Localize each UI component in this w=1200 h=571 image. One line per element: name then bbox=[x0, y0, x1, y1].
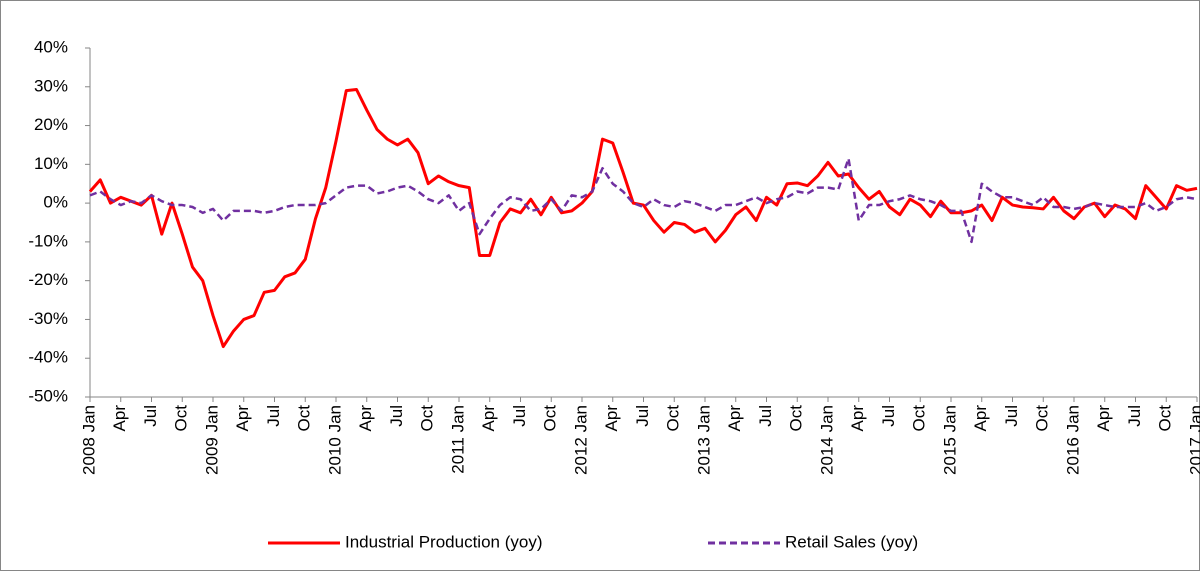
x-tick-label: Jul bbox=[141, 405, 160, 427]
x-tick-label: Apr bbox=[356, 405, 375, 432]
x-tick-label: Apr bbox=[233, 405, 252, 432]
x-tick-label: 2015 Jan bbox=[940, 405, 959, 475]
y-tick-label: 0% bbox=[43, 193, 68, 212]
x-tick-label: Jul bbox=[510, 405, 529, 427]
x-tick-label: Apr bbox=[602, 405, 621, 432]
x-tick-label: Apr bbox=[971, 405, 990, 432]
x-tick-label: 2011 Jan bbox=[448, 405, 467, 474]
x-tick-label: Oct bbox=[787, 405, 806, 432]
x-tick-label: Apr bbox=[1094, 405, 1113, 432]
x-tick-label: 2010 Jan bbox=[325, 405, 344, 475]
y-tick-label: -40% bbox=[28, 348, 68, 367]
y-tick-label: -50% bbox=[28, 386, 68, 405]
x-tick-label: Jul bbox=[387, 405, 406, 427]
x-tick-label: Jul bbox=[879, 405, 898, 427]
x-tick-label: Apr bbox=[725, 405, 744, 432]
x-tick-label: Oct bbox=[1156, 405, 1175, 432]
x-tick-label: 2014 Jan bbox=[817, 405, 836, 475]
y-tick-label: 40% bbox=[34, 37, 68, 56]
x-tick-label: Oct bbox=[418, 405, 437, 432]
legend-label: Industrial Production (yoy) bbox=[345, 532, 542, 551]
x-tick-label: Apr bbox=[110, 405, 129, 432]
x-tick-label: Jul bbox=[756, 405, 775, 427]
x-tick-label: Oct bbox=[541, 405, 560, 432]
x-tick-label: Jul bbox=[264, 405, 283, 427]
y-tick-label: 10% bbox=[34, 154, 68, 173]
x-tick-label: 2012 Jan bbox=[571, 405, 590, 475]
y-tick-label: 20% bbox=[34, 115, 68, 134]
series-line bbox=[88, 87, 1198, 349]
x-tick-label: Jul bbox=[633, 405, 652, 427]
x-tick-label: Oct bbox=[1033, 405, 1052, 432]
x-tick-label: Oct bbox=[664, 405, 683, 432]
legend-label: Retail Sales (yoy) bbox=[785, 532, 918, 551]
x-tick-label: 2016 Jan bbox=[1063, 405, 1082, 475]
x-tick-label: Oct bbox=[910, 405, 929, 432]
x-tick-label: 2009 Jan bbox=[202, 405, 221, 475]
y-tick-label: 30% bbox=[34, 76, 68, 95]
x-tick-label: Oct bbox=[172, 405, 191, 432]
x-tick-label: Jul bbox=[1125, 405, 1144, 427]
x-tick-label: Jul bbox=[1002, 405, 1021, 427]
y-tick-label: -30% bbox=[28, 309, 68, 328]
y-tick-label: -10% bbox=[28, 231, 68, 250]
x-tick-label: Apr bbox=[848, 405, 867, 432]
x-tick-label: 2013 Jan bbox=[694, 405, 713, 475]
x-tick-label: Apr bbox=[479, 405, 498, 432]
x-tick-label: 2017 Jan bbox=[1186, 405, 1200, 475]
x-tick-label: 2008 Jan bbox=[79, 405, 98, 475]
x-tick-label: Oct bbox=[295, 405, 314, 432]
y-tick-label: -20% bbox=[28, 270, 68, 289]
